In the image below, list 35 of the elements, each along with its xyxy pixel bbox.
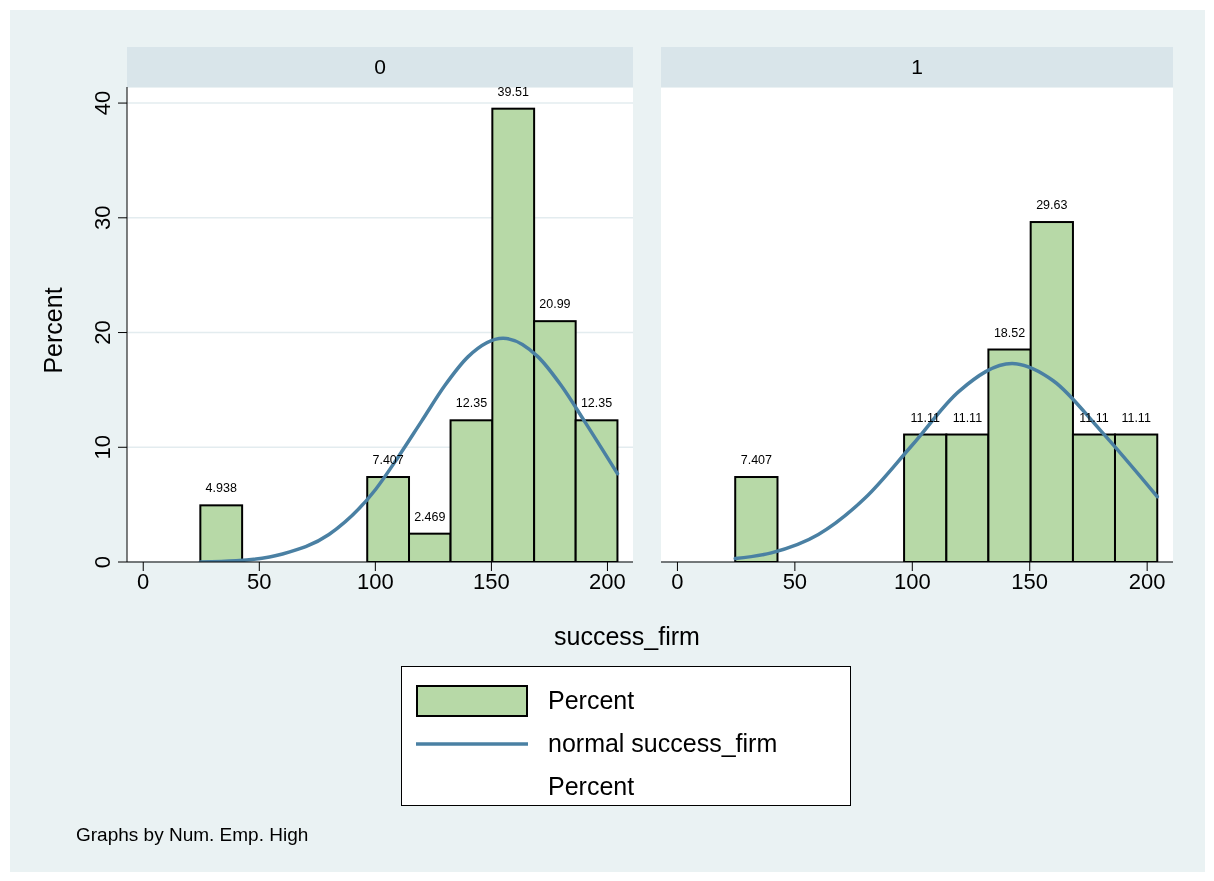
x-tick-label: 100 [357,568,394,594]
legend-label: normal success_firm [548,729,778,758]
y-tick-label: 40 [90,90,115,116]
data-label: 20.99 [539,297,571,312]
x-tick-label: 0 [137,568,150,594]
y-tick-label: 20 [90,320,115,345]
data-label: 12.35 [580,396,613,411]
y-tick-label: 30 [90,205,115,231]
x-tick-label: 150 [1011,568,1049,594]
chart-title: 1 [911,55,923,79]
x-axis-title: success_firm [553,622,701,651]
text: Percent [548,772,635,801]
data-label: 4.938 [205,481,237,496]
data-label: 18.52 [993,325,1026,340]
data-label: 2.469 [414,509,446,524]
chart-title: 0 [374,55,386,79]
data-label: 7.407 [740,453,772,468]
y-tick-label: 0 [90,555,115,569]
x-tick-label: 200 [1128,568,1166,594]
x-tick-label: 200 [589,568,626,594]
data-label: 11.11 [1121,410,1151,425]
x-tick-label: 50 [247,568,272,594]
data-label: 29.63 [1036,198,1068,213]
x-tick-label: 50 [782,568,808,594]
y-axis-title: Percent [38,286,68,374]
data-label: 11.11 [952,410,983,425]
x-tick-label: 100 [893,568,931,594]
data-label: 12.35 [455,396,488,411]
y-tick-label: 10 [90,435,115,460]
text: Graphs by Num. Emp. High [76,824,309,846]
data-label: 39.51 [497,84,529,99]
line-series [198,336,620,562]
x-tick-label: 150 [473,568,510,594]
x-tick-label: 0 [671,568,684,594]
legend-label: Percent [548,686,635,715]
